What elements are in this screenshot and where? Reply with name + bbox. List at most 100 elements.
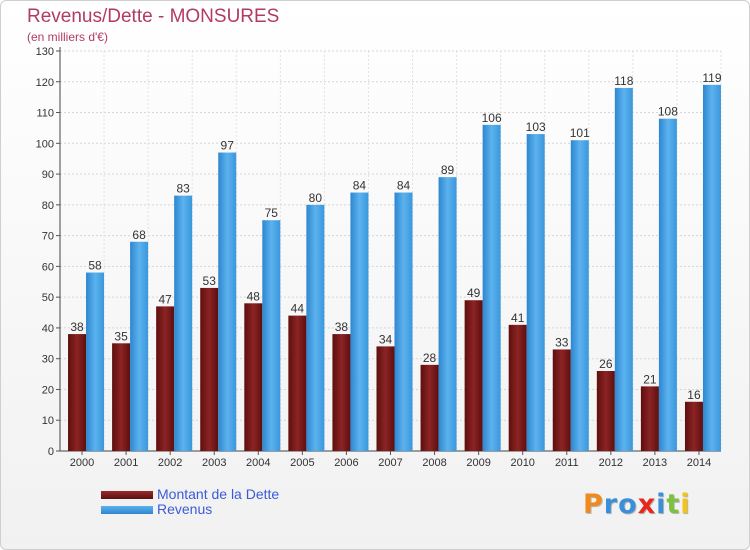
x-tick-label-2009: 2009: [466, 457, 490, 469]
data-label-revenus-2010: 103: [526, 120, 546, 134]
bar-dette-2013: [640, 386, 659, 451]
data-label-dette-2002: 47: [158, 292, 172, 306]
y-tick-label: 80: [42, 200, 54, 212]
bar-revenus-2004: [262, 220, 281, 451]
data-label-dette-2013: 21: [643, 372, 657, 386]
data-label-dette-2003: 53: [203, 274, 217, 288]
bar-revenus-2005: [306, 204, 325, 451]
logo-letter: t: [666, 489, 681, 520]
data-label-revenus-2009: 106: [482, 111, 502, 125]
data-label-dette-2001: 35: [114, 329, 128, 343]
data-label-revenus-2003: 97: [221, 139, 235, 153]
data-label-revenus-2013: 108: [658, 105, 678, 119]
x-tick-label-2011: 2011: [555, 457, 579, 469]
logo-letter: i: [656, 489, 667, 520]
x-tick-label-2004: 2004: [246, 457, 270, 469]
data-label-revenus-2004: 75: [265, 206, 279, 220]
x-tick-label-2007: 2007: [378, 457, 402, 469]
data-label-dette-2006: 38: [335, 320, 349, 334]
x-tick-label-2000: 2000: [70, 457, 94, 469]
data-label-revenus-2001: 68: [132, 228, 146, 242]
logo-letter: r: [603, 489, 619, 520]
logo-letter: x: [637, 489, 657, 520]
data-label-revenus-2014: 119: [702, 71, 721, 85]
y-tick-label: 100: [36, 138, 54, 150]
x-tick-label-2003: 2003: [202, 457, 226, 469]
bar-revenus-2009: [482, 124, 501, 451]
y-tick-label: 110: [36, 108, 54, 120]
data-label-dette-2000: 38: [70, 320, 84, 334]
x-tick-label-2014: 2014: [687, 457, 711, 469]
y-tick-label: 70: [42, 231, 54, 243]
data-label-revenus-2005: 80: [309, 191, 323, 205]
bar-dette-2012: [596, 371, 615, 451]
data-label-dette-2009: 49: [467, 286, 481, 300]
y-tick-label: 10: [42, 415, 54, 427]
x-tick-label-2002: 2002: [158, 457, 182, 469]
bar-revenus-2007: [394, 192, 413, 452]
chart-title: Revenus/Dette - MONSURES: [27, 6, 280, 27]
x-tick-label-2010: 2010: [510, 457, 534, 469]
x-tick-label-2008: 2008: [422, 457, 446, 469]
bar-revenus-2013: [658, 118, 677, 451]
data-label-dette-2012: 26: [599, 357, 613, 371]
data-label-revenus-2011: 101: [570, 126, 590, 140]
data-label-revenus-2008: 89: [441, 163, 455, 177]
x-tick-label-2005: 2005: [290, 457, 314, 469]
bar-revenus-2002: [174, 195, 193, 451]
bar-revenus-2003: [218, 152, 237, 452]
legend-swatch-dette: [101, 491, 153, 499]
x-tick-label-2013: 2013: [643, 457, 667, 469]
bar-dette-2003: [200, 287, 219, 451]
legend-label-revenus: Revenus: [157, 501, 213, 517]
x-tick-label-2001: 2001: [114, 457, 138, 469]
bar-revenus-2012: [614, 87, 633, 451]
bar-revenus-2014: [702, 84, 721, 451]
data-label-dette-2007: 34: [379, 332, 393, 346]
y-tick-label: 90: [42, 169, 54, 181]
bar-revenus-2008: [438, 177, 457, 451]
bar-dette-2000: [68, 334, 87, 451]
bar-revenus-2010: [526, 134, 545, 452]
data-label-dette-2011: 33: [555, 335, 569, 349]
bar-dette-2006: [332, 334, 351, 451]
data-label-dette-2004: 48: [247, 289, 261, 303]
bar-dette-2008: [420, 364, 439, 451]
bar-dette-2005: [288, 315, 307, 451]
logo-letter: i: [680, 489, 691, 520]
bar-revenus-2011: [570, 140, 589, 451]
y-tick-label: 40: [42, 323, 54, 335]
bar-revenus-2006: [350, 192, 369, 452]
bar-revenus-2001: [130, 241, 149, 451]
y-tick-label: 30: [42, 354, 54, 366]
y-tick-label: 120: [36, 77, 54, 89]
data-label-dette-2005: 44: [291, 302, 305, 316]
bar-revenus-2000: [86, 272, 105, 451]
bar-dette-2007: [376, 346, 395, 451]
y-tick-label: 0: [48, 446, 54, 458]
data-label-dette-2010: 41: [511, 311, 525, 325]
x-tick-label-2006: 2006: [334, 457, 358, 469]
data-label-revenus-2006: 84: [353, 179, 367, 193]
data-label-revenus-2012: 118: [614, 74, 633, 88]
legend-swatch-revenus: [101, 506, 153, 514]
logo-letter: P: [583, 489, 604, 520]
data-label-revenus-2000: 58: [88, 259, 102, 273]
bar-dette-2014: [684, 401, 703, 451]
y-tick-label: 60: [42, 261, 54, 273]
bar-dette-2002: [156, 306, 175, 451]
bar-dette-2004: [244, 303, 263, 451]
bar-dette-2009: [464, 300, 483, 451]
y-tick-label: 50: [42, 292, 54, 304]
bar-dette-2001: [112, 343, 131, 451]
legend-label-dette: Montant de la Dette: [157, 486, 280, 502]
data-label-dette-2008: 28: [423, 351, 437, 365]
y-tick-label: 130: [36, 46, 54, 58]
data-label-revenus-2002: 83: [176, 182, 190, 196]
y-tick-label: 20: [42, 384, 54, 396]
bar-dette-2011: [552, 349, 571, 451]
proxiti-logo: Proxiti: [583, 489, 691, 520]
chart-subtitle: (en milliers d'€): [27, 30, 108, 44]
